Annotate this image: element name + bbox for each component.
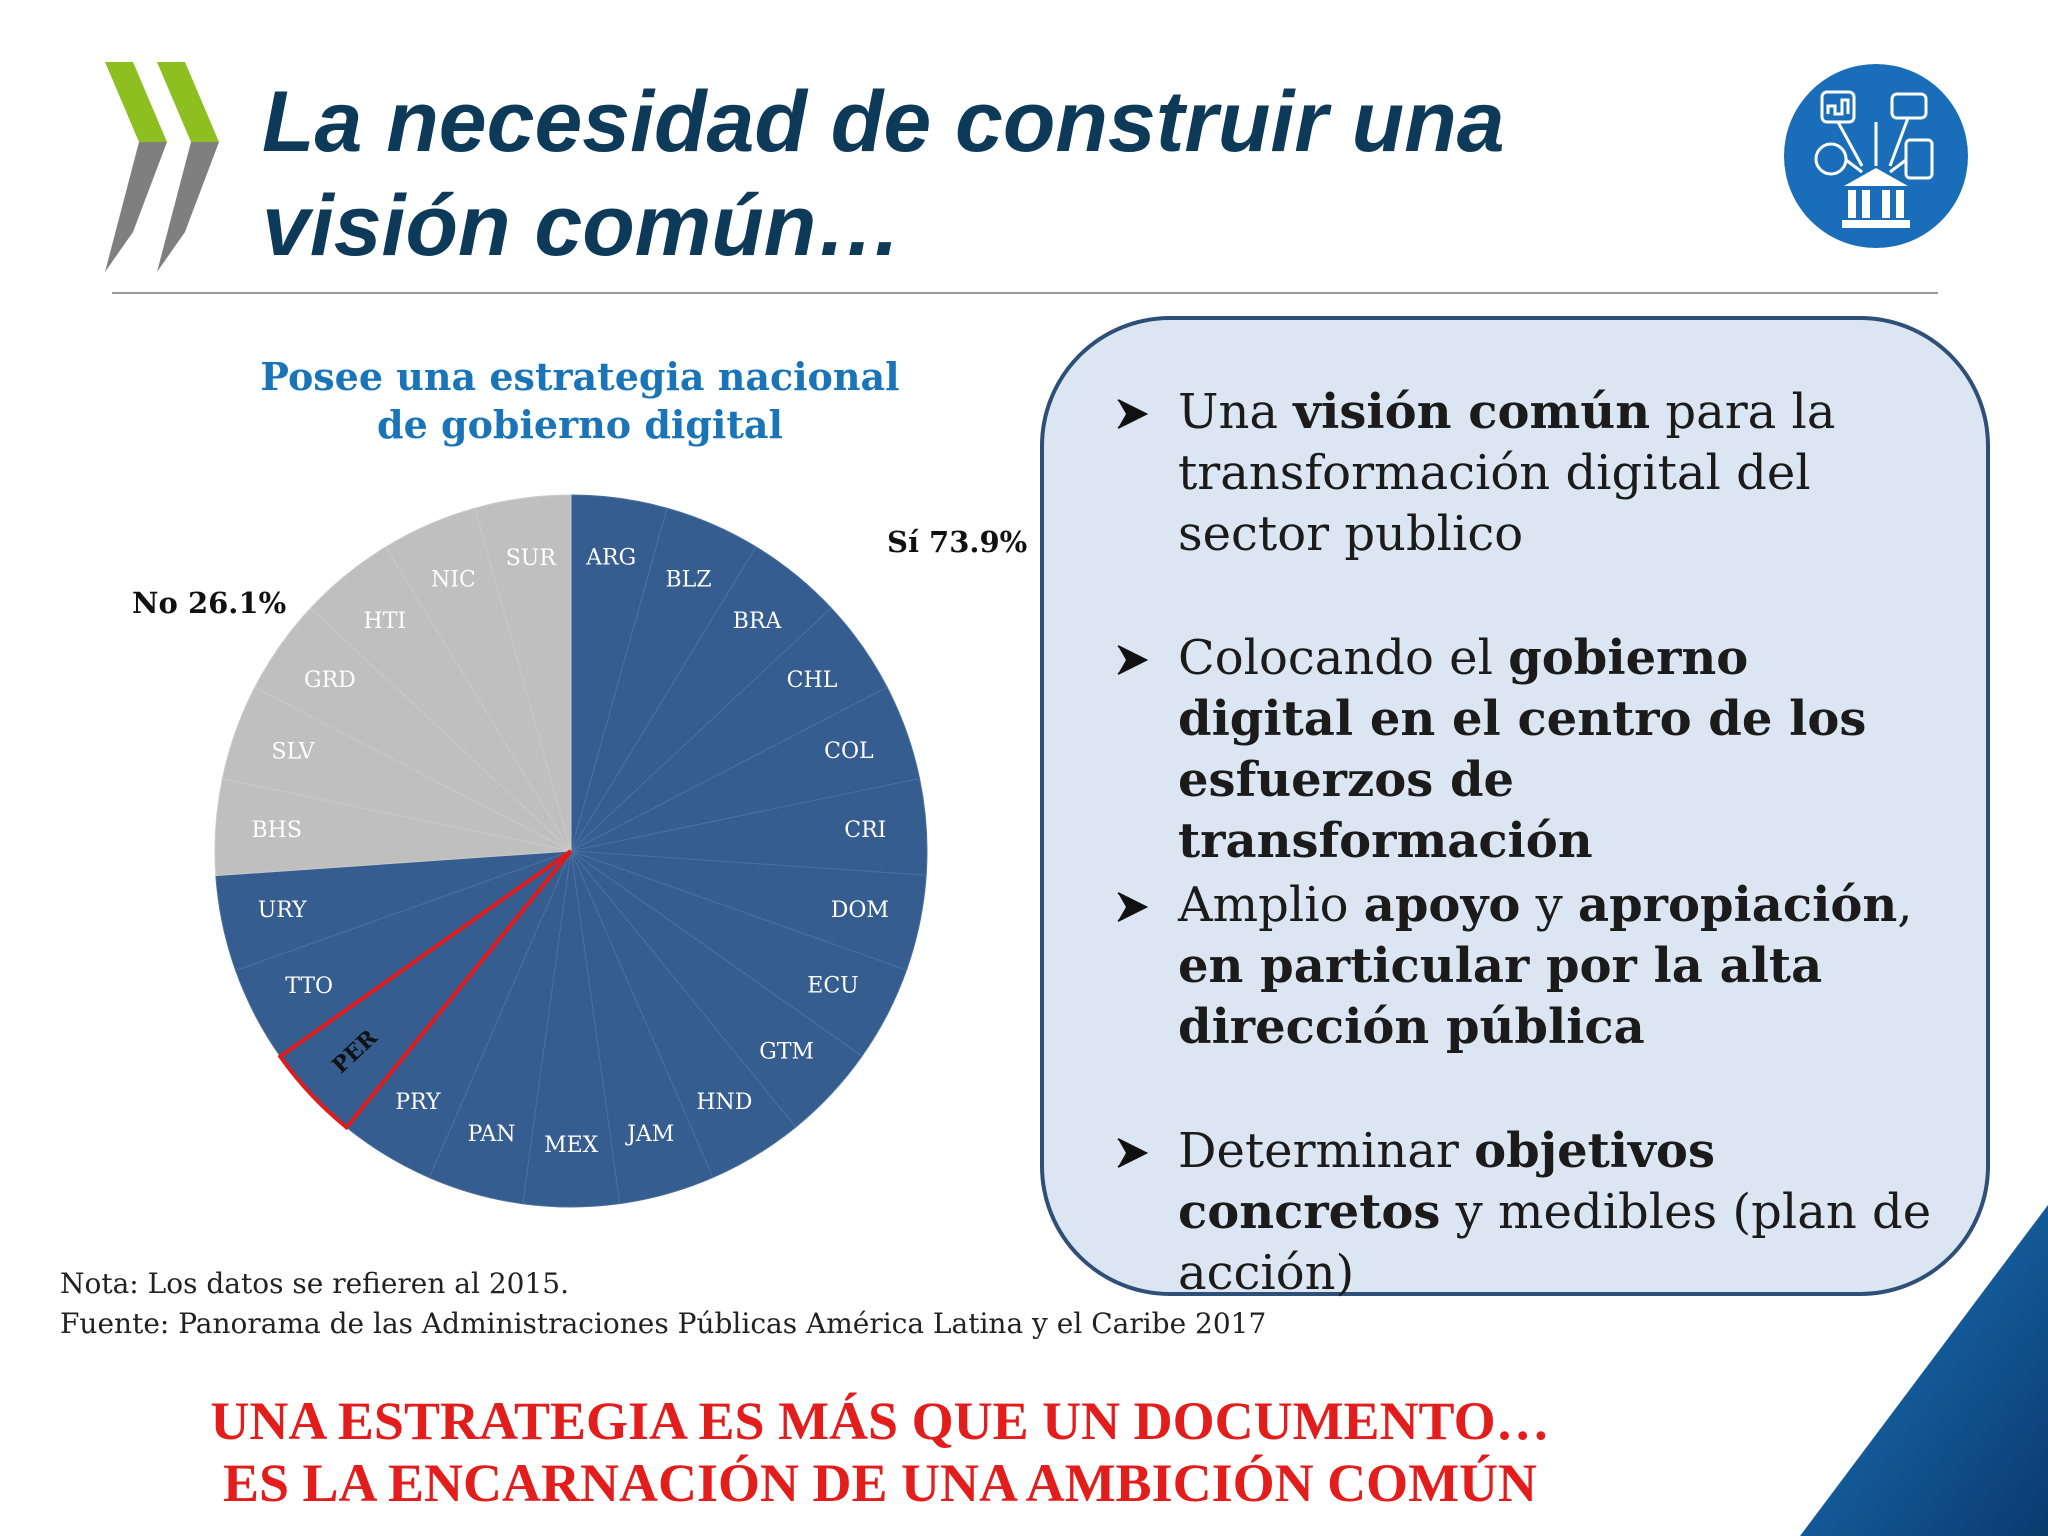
callout-bullet: Amplio apoyo y apropiación, en particula…	[1116, 875, 1936, 1058]
chart-footnote: Nota: Los datos se refieren al 2015. Fue…	[60, 1264, 1266, 1344]
bullet-emphasis: apropiación	[1578, 877, 1898, 933]
country-label: HND	[696, 1090, 752, 1115]
country-label: NIC	[431, 567, 476, 592]
country-label: CHL	[787, 668, 838, 693]
arrow-bullet-icon	[1117, 399, 1148, 429]
bullet-text: Colocando el gobierno digital en el cent…	[1178, 628, 1936, 872]
pie-category-label: No 26.1%	[132, 586, 286, 620]
country-label: MEX	[544, 1133, 599, 1158]
pie-slice-si	[570, 850, 863, 1128]
pie-slice-no	[214, 778, 572, 877]
pie-slice-highlight	[277, 849, 573, 1131]
country-label: SUR	[506, 546, 558, 571]
digital-government-icon	[1784, 64, 1968, 248]
pie-slice-si	[570, 850, 714, 1205]
bullet-text: Amplio apoyo y apropiación, en particula…	[1178, 875, 1936, 1058]
note-text: Nota: Los datos se refieren al 2015.	[60, 1267, 569, 1300]
bullet-run: ,	[1897, 877, 1913, 933]
pie-slice-si	[570, 686, 921, 852]
arrow-bullet-icon	[1117, 645, 1148, 675]
pie-slice-si	[279, 850, 572, 1129]
bullet-text: Una visión común para la transformación …	[1178, 382, 1936, 565]
bullet-run: Determinar	[1178, 1123, 1475, 1179]
country-label: PAN	[468, 1122, 516, 1147]
pie-slice-si	[570, 546, 832, 852]
country-label: PRY	[395, 1090, 441, 1115]
bullet-run: y	[1520, 877, 1578, 933]
callout-bullet: Determinar objetivos concretos y medible…	[1116, 1121, 1936, 1304]
pie-slice-si	[428, 850, 572, 1205]
tagline-line: UNA ESTRATEGIA ES MÁS QUE UN DOCUMENTO…	[210, 1391, 1550, 1451]
country-label: GTM	[759, 1039, 814, 1064]
pie-slice-si	[570, 777, 928, 876]
chart-title: Posee una estrategia nacional de gobiern…	[230, 353, 930, 449]
bullet-emphasis: en particular por la alta dirección públ…	[1178, 938, 1823, 1055]
bullet-emphasis: gobierno digital en el centro de los esf…	[1178, 630, 1867, 869]
pie-slice-si	[570, 607, 888, 852]
source-text: Fuente: Panorama de las Administraciones…	[60, 1307, 1267, 1340]
pie-slice-no	[254, 607, 572, 852]
callout-box: Una visión común para la transformación …	[1040, 316, 1990, 1301]
bullet-run: Colocando el	[1178, 630, 1509, 686]
bullet-emphasis: apoyo	[1363, 877, 1521, 933]
pie-slice-no	[221, 686, 572, 852]
oecd-chevrons-logo	[105, 62, 219, 272]
country-label: BHS	[251, 818, 301, 843]
country-label: DOM	[831, 898, 889, 923]
callout-bullet: Una visión común para la transformación …	[1116, 382, 1936, 565]
bullet-run: Una	[1178, 384, 1294, 440]
bullet-emphasis: visión común	[1293, 384, 1651, 440]
bullet-run: Amplio	[1178, 877, 1364, 933]
chart-title-line: Posee una estrategia nacional	[260, 354, 900, 399]
country-label: JAM	[625, 1122, 674, 1147]
bullet-run: y medibles (plan de acción)	[1178, 1184, 1932, 1301]
title-divider	[112, 292, 1938, 294]
country-label: GRD	[304, 668, 356, 693]
country-label: HTI	[364, 609, 407, 634]
bullet-run: para la transformación digital del secto…	[1178, 384, 1836, 562]
pie-slice-no	[385, 507, 572, 852]
country-label: ARG	[585, 546, 636, 571]
country-label: TTO	[285, 974, 333, 999]
page-title: La necesidad de construir una visión com…	[262, 74, 1505, 274]
pie-slice-si	[570, 494, 668, 852]
country-label: BLZ	[665, 567, 711, 592]
country-label: CRI	[844, 818, 886, 843]
pie-slice-si	[235, 850, 572, 1058]
pie-slice-si	[345, 850, 572, 1179]
country-label: SLV	[272, 739, 316, 764]
pie-slice-si	[522, 850, 621, 1208]
bullet-emphasis: objetivos concretos	[1178, 1123, 1715, 1240]
pie-slice-si	[215, 850, 572, 972]
arrow-bullet-icon	[1117, 1138, 1148, 1168]
tagline: UNA ESTRATEGIA ES MÁS QUE UN DOCUMENTO… …	[0, 1390, 1760, 1514]
country-label: COL	[824, 739, 874, 764]
arrow-bullet-icon	[1117, 892, 1148, 922]
pie-slice-si	[570, 850, 797, 1179]
country-label: URY	[258, 898, 307, 923]
pie-slice-no	[310, 546, 572, 852]
pie-category-label: Sí 73.9%	[887, 525, 1027, 559]
tagline-line: ES LA ENCARNACIÓN DE UNA AMBICIÓN COMÚN	[222, 1453, 1538, 1513]
chart-title-line: de gobierno digital	[377, 402, 783, 447]
pie-slice-si	[570, 507, 757, 852]
pie-slice-no	[474, 494, 572, 852]
country-label: BRA	[733, 609, 783, 634]
pie-slice-si	[570, 850, 908, 1057]
country-label: PER	[327, 1024, 383, 1079]
country-label: ECU	[807, 974, 858, 999]
pie-slice-si	[570, 850, 927, 971]
callout-bullet: Colocando el gobierno digital en el cent…	[1116, 628, 1936, 872]
bullet-text: Determinar objetivos concretos y medible…	[1178, 1121, 1936, 1304]
